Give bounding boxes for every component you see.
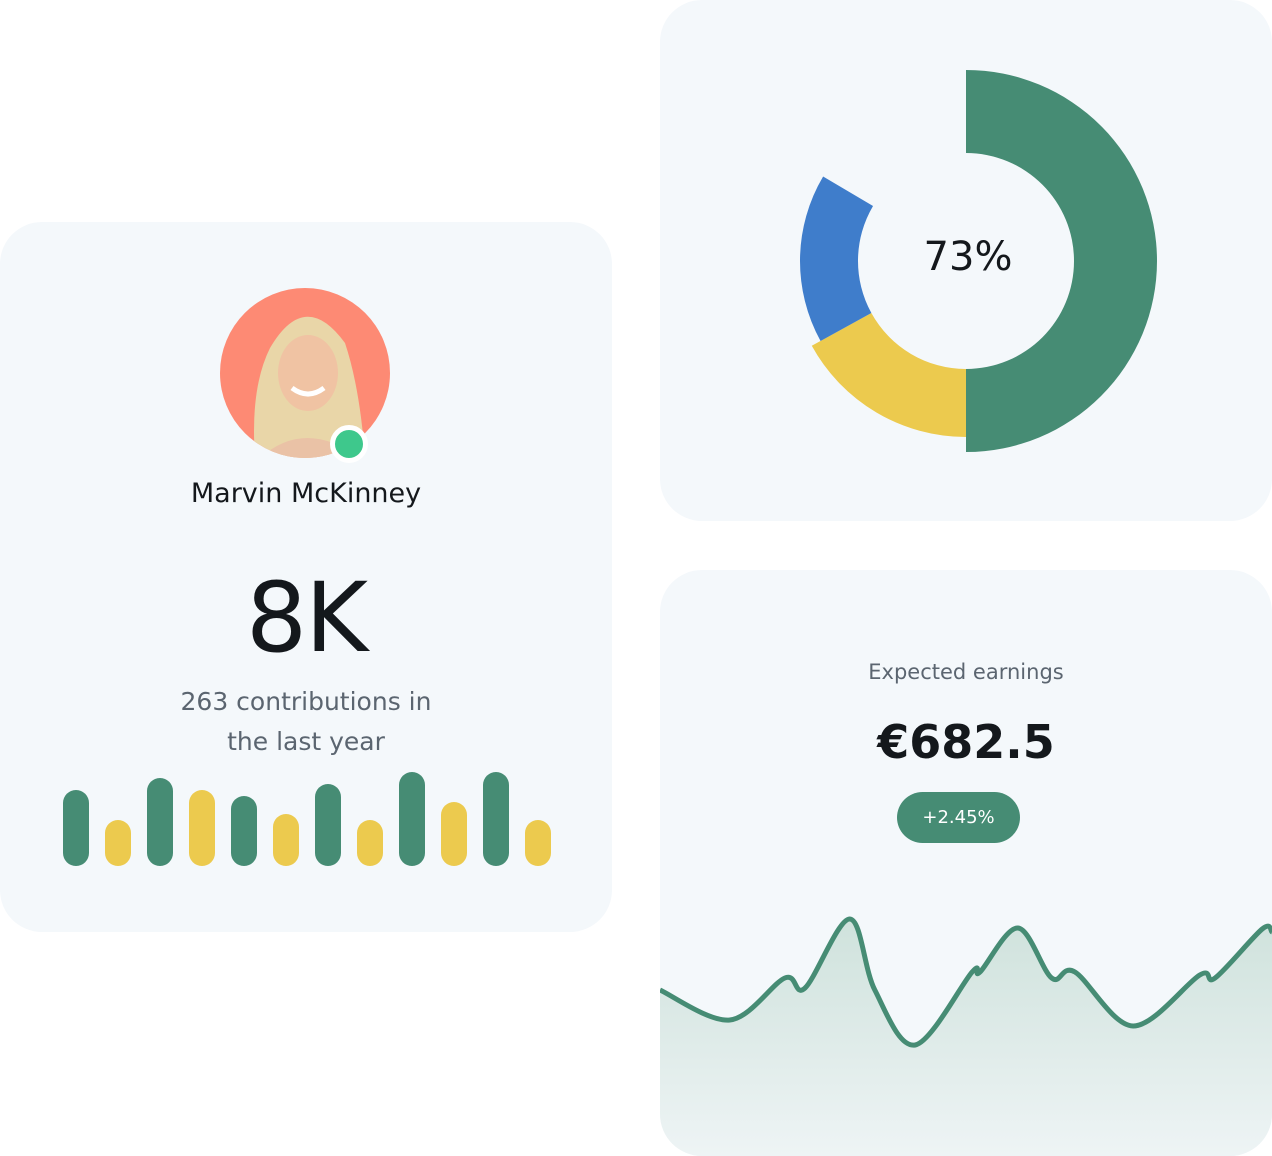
earnings-line: [660, 916, 1272, 1048]
contribution-bar: [189, 790, 215, 866]
change-badge: +2.45%: [897, 792, 1020, 843]
online-status-indicator: [330, 425, 368, 463]
donut-chart: [800, 70, 1157, 452]
caption-line-1: 263 contributions in: [180, 687, 432, 716]
donut-percentage: 73%: [923, 234, 1013, 280]
contribution-bar-chart: [63, 772, 551, 866]
avatar: [220, 288, 390, 458]
earnings-area-chart: [660, 916, 1272, 1156]
contribution-bar: [231, 796, 257, 866]
donut-segment: [811, 313, 966, 437]
earnings-card: Expected earnings €682.5 +2.45%: [660, 570, 1272, 1156]
contribution-bar: [483, 772, 509, 866]
contribution-bar: [63, 790, 89, 866]
contribution-bar: [399, 772, 425, 866]
earnings-value: €682.5: [877, 715, 1055, 769]
contribution-bar: [357, 820, 383, 866]
contribution-bar: [441, 802, 467, 866]
contribution-bar: [147, 778, 173, 866]
donut-segment: [800, 176, 874, 341]
area-fill: [660, 918, 1272, 1156]
user-name: Marvin McKinney: [190, 478, 422, 509]
contribution-bar: [315, 784, 341, 866]
contribution-bar: [525, 820, 551, 866]
contributions-stat: 8K: [245, 562, 368, 674]
contributions-caption: 263 contributions in the last year: [150, 682, 462, 762]
profile-card: Marvin McKinney 8K 263 contributions in …: [0, 222, 612, 932]
donut-segment: [966, 70, 1157, 452]
caption-line-2: the last year: [227, 727, 385, 756]
contribution-bar: [105, 820, 131, 866]
earnings-label: Expected earnings: [868, 660, 1064, 684]
contribution-bar: [273, 814, 299, 866]
